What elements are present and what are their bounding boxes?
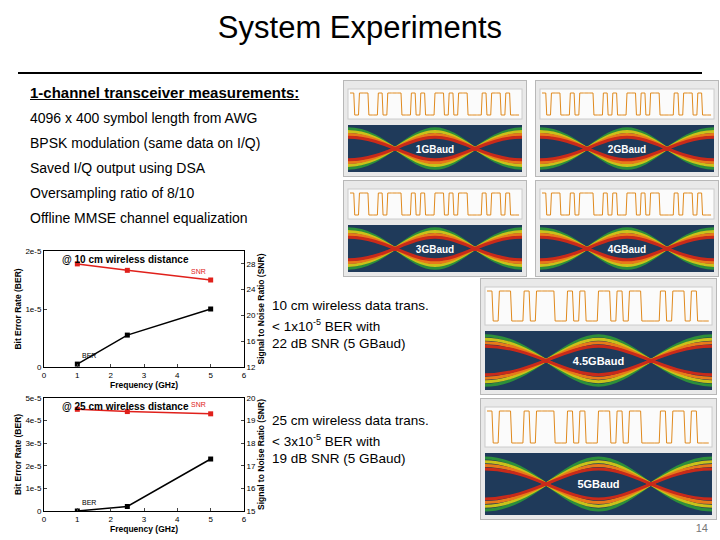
html-text:< 1x10-5BER with: < 1x10-5BER with	[272, 317, 381, 334]
svg-text:5: 5	[208, 371, 213, 380]
svg-text:6: 6	[242, 515, 247, 524]
svg-text:19: 19	[247, 416, 256, 425]
svg-text:BER: BER	[82, 499, 96, 506]
html-text:BPSK modulation (same data on: BPSK modulation (same data on I/Q)	[30, 135, 261, 151]
svg-text:28: 28	[247, 260, 256, 269]
html-text:10 cm wireless data trans.: 10 cm wireless data trans.	[272, 298, 429, 313]
svg-text:2: 2	[108, 371, 113, 380]
svg-text:1: 1	[75, 515, 80, 524]
svg-text:3GBaud: 3GBaud	[416, 244, 454, 255]
svg-text:Frequency (GHz): Frequency (GHz)	[110, 524, 178, 534]
html-text:< 3x10-5BER with: < 3x10-5BER with	[272, 432, 381, 449]
svg-text:4e-5: 4e-5	[25, 416, 42, 425]
svg-text:Frequency (GHz): Frequency (GHz)	[110, 380, 178, 390]
svg-text:4: 4	[175, 371, 180, 380]
svg-text:4GBaud: 4GBaud	[608, 244, 646, 255]
html-text:Offline MMSE channel equalizat: Offline MMSE channel equalization	[30, 210, 248, 226]
svg-text:4.5GBaud: 4.5GBaud	[573, 355, 624, 367]
html-text:Oversampling ratio of 8/10: Oversampling ratio of 8/10	[30, 185, 195, 201]
svg-text:1e-5: 1e-5	[25, 305, 42, 314]
svg-text:1e-5: 1e-5	[25, 484, 42, 493]
svg-text:5: 5	[208, 515, 213, 524]
svg-text:16: 16	[247, 484, 256, 493]
html-text:19 dB SNR (5 GBaud): 19 dB SNR (5 GBaud)	[272, 450, 406, 466]
svg-text:12: 12	[247, 363, 256, 372]
svg-text:@ 25 cm wireless distance: @ 25 cm wireless distance	[62, 401, 189, 412]
html-text:1-channel transceiver measurem: 1-channel transceiver measurements:	[30, 84, 300, 101]
svg-text:6: 6	[242, 371, 247, 380]
svg-text:15: 15	[247, 507, 256, 516]
svg-text:2GBaud: 2GBaud	[608, 144, 646, 155]
html-text:22 dB SNR (5 GBaud): 22 dB SNR (5 GBaud)	[272, 335, 406, 351]
svg-text:17: 17	[247, 462, 256, 471]
svg-text:20: 20	[247, 311, 256, 320]
svg-text:4: 4	[175, 515, 180, 524]
svg-text:18: 18	[247, 439, 256, 448]
svg-text:3e-5: 3e-5	[25, 439, 42, 448]
svg-text:0: 0	[42, 371, 47, 380]
html-text:4096 x 400 symbol length from: 4096 x 400 symbol length from AWG	[30, 110, 258, 126]
svg-text:2e-5: 2e-5	[25, 462, 42, 471]
svg-text:2e-5: 2e-5	[25, 247, 42, 256]
svg-text:Bit Error Rate (BER): Bit Error Rate (BER)	[13, 414, 23, 495]
svg-text:5e-5: 5e-5	[25, 394, 42, 403]
html-text:System Experiments: System Experiments	[217, 10, 503, 45]
svg-text:SNR: SNR	[191, 268, 206, 275]
html-text:14: 14	[695, 522, 708, 534]
svg-text:3: 3	[142, 515, 147, 524]
svg-text:0: 0	[42, 515, 47, 524]
svg-text:0: 0	[37, 363, 42, 372]
svg-text:16: 16	[247, 337, 256, 346]
svg-text:@ 10 cm wireless distance: @ 10 cm wireless distance	[62, 254, 189, 265]
svg-text:BER: BER	[82, 352, 96, 359]
svg-text:3: 3	[142, 371, 147, 380]
svg-text:SNR: SNR	[191, 401, 206, 408]
svg-text:Signal to Noise Ratio (SNR): Signal to Noise Ratio (SNR)	[256, 399, 266, 510]
svg-text:Bit Error Rate (BER): Bit Error Rate (BER)	[13, 268, 23, 349]
svg-text:20: 20	[247, 394, 256, 403]
html-text:25 cm wireless data trans.: 25 cm wireless data trans.	[272, 413, 429, 428]
svg-text:Signal to Noise Ratio (SNR): Signal to Noise Ratio (SNR)	[256, 253, 266, 364]
svg-text:1: 1	[75, 371, 80, 380]
html-text:Saved I/Q output using DSA: Saved I/Q output using DSA	[30, 160, 206, 176]
svg-text:1GBaud: 1GBaud	[416, 144, 454, 155]
svg-text:24: 24	[247, 285, 256, 294]
svg-text:5GBaud: 5GBaud	[577, 478, 619, 490]
svg-text:2: 2	[108, 515, 113, 524]
svg-text:0: 0	[37, 507, 42, 516]
